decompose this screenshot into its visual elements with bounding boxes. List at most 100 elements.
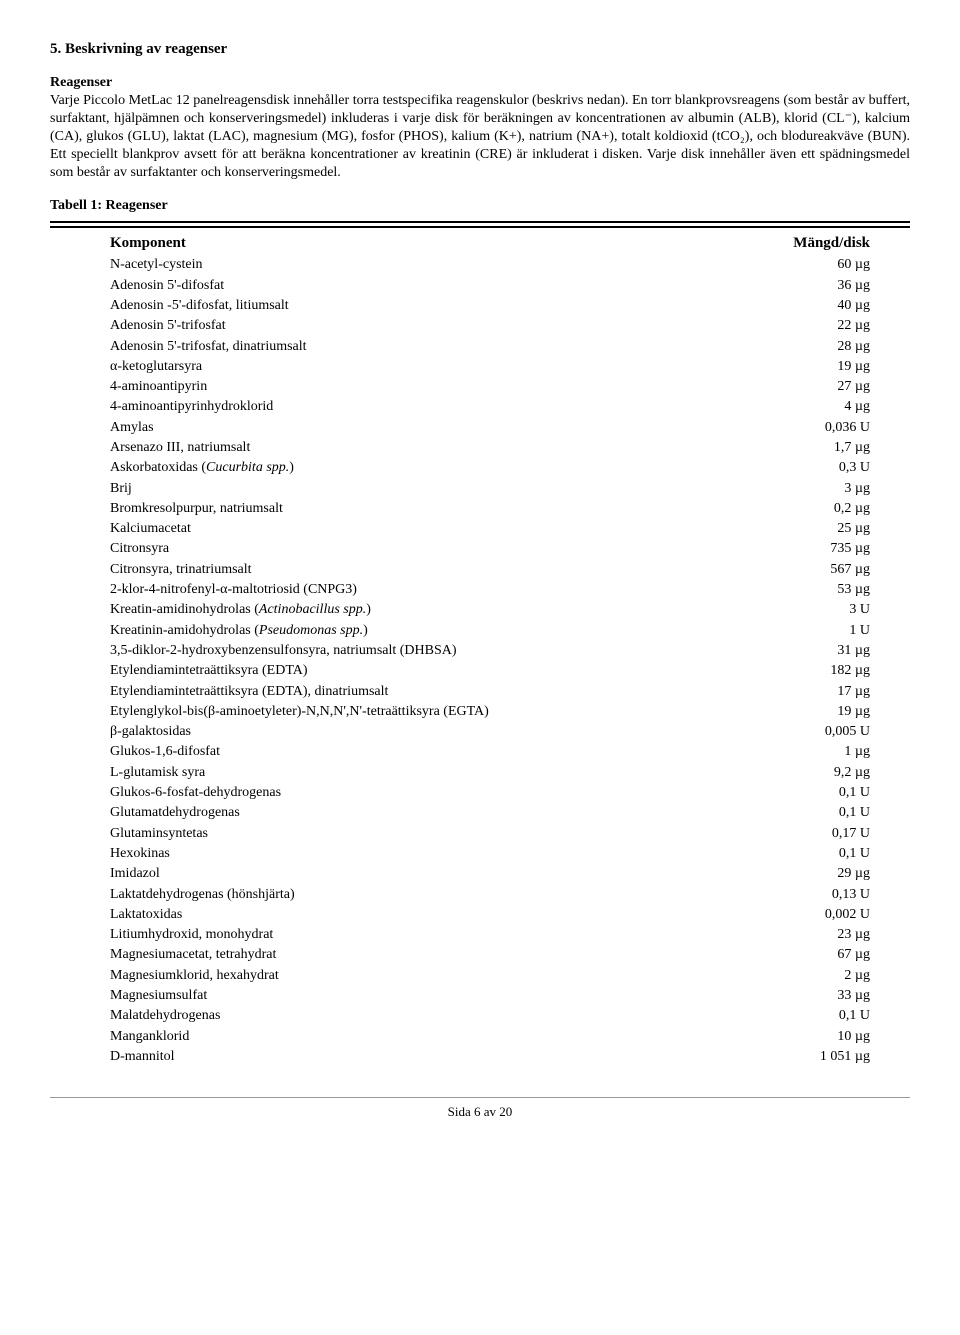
amount-cell: 28 µg	[760, 337, 870, 357]
component-cell: 4-aminoantipyrin	[110, 377, 760, 397]
amount-cell: 22 µg	[760, 316, 870, 336]
header-amount: Mängd/disk	[760, 234, 870, 254]
amount-cell: 1,7 µg	[760, 438, 870, 458]
amount-cell: 29 µg	[760, 864, 870, 884]
amount-cell: 0,1 U	[760, 1006, 870, 1026]
section-heading: 5. Beskrivning av reagenser	[50, 40, 910, 60]
amount-cell: 182 µg	[760, 661, 870, 681]
amount-cell: 0,005 U	[760, 722, 870, 742]
component-cell: Etylendiamintetraättiksyra (EDTA), dinat…	[110, 682, 760, 702]
amount-cell: 2 µg	[760, 966, 870, 986]
component-cell: N-acetyl-cystein	[110, 255, 760, 275]
amount-cell: 19 µg	[760, 702, 870, 722]
intro-text: Varje Piccolo MetLac 12 panelreagensdisk…	[50, 93, 910, 181]
table-row: Etylendiamintetraättiksyra (EDTA), dinat…	[110, 682, 870, 702]
amount-cell: 53 µg	[760, 580, 870, 600]
table-row: Etylenglykol-bis(β-aminoetyleter)-N,N,N'…	[110, 702, 870, 722]
component-cell: Brij	[110, 479, 760, 499]
amount-cell: 735 µg	[760, 539, 870, 559]
amount-cell: 1 051 µg	[760, 1047, 870, 1067]
table-row: Malatdehydrogenas0,1 U	[110, 1006, 870, 1026]
amount-cell: 3 U	[760, 600, 870, 620]
component-cell: D-mannitol	[110, 1047, 760, 1067]
amount-cell: 0,3 U	[760, 458, 870, 478]
table-row: L-glutamisk syra9,2 µg	[110, 763, 870, 783]
table-divider	[50, 221, 910, 228]
table-row: Askorbatoxidas (Cucurbita spp.)0,3 U	[110, 458, 870, 478]
table-row: Hexokinas0,1 U	[110, 844, 870, 864]
component-cell: β-galaktosidas	[110, 722, 760, 742]
component-cell: Etylendiamintetraättiksyra (EDTA)	[110, 661, 760, 681]
italic-species: Actinobacillus spp.	[259, 602, 366, 617]
amount-cell: 0,036 U	[760, 418, 870, 438]
table-row: Glutamatdehydrogenas0,1 U	[110, 803, 870, 823]
component-cell: Glutaminsyntetas	[110, 824, 760, 844]
component-cell: L-glutamisk syra	[110, 763, 760, 783]
component-cell: Glutamatdehydrogenas	[110, 803, 760, 823]
table-row: Kreatin-amidinohydrolas (Actinobacillus …	[110, 600, 870, 620]
table-row: 2-klor-4-nitrofenyl-α-maltotriosid (CNPG…	[110, 580, 870, 600]
table-row: Bromkresolpurpur, natriumsalt0,2 µg	[110, 499, 870, 519]
table-row: Brij3 µg	[110, 479, 870, 499]
amount-cell: 0,17 U	[760, 824, 870, 844]
component-cell: Magnesiumacetat, tetrahydrat	[110, 945, 760, 965]
amount-cell: 1 µg	[760, 742, 870, 762]
table-row: α-ketoglutarsyra19 µg	[110, 357, 870, 377]
table-row: Glukos-1,6-difosfat1 µg	[110, 742, 870, 762]
table-row: Adenosin -5'-difosfat, litiumsalt40 µg	[110, 296, 870, 316]
table-row: Arsenazo III, natriumsalt1,7 µg	[110, 438, 870, 458]
component-cell: 3,5-diklor-2-hydroxybenzensulfonsyra, na…	[110, 641, 760, 661]
table-row: Magnesiumacetat, tetrahydrat67 µg	[110, 945, 870, 965]
component-cell: Kalciumacetat	[110, 519, 760, 539]
component-cell: Laktatdehydrogenas (hönshjärta)	[110, 885, 760, 905]
amount-cell: 19 µg	[760, 357, 870, 377]
table-row: Citronsyra, trinatriumsalt567 µg	[110, 560, 870, 580]
component-cell: Malatdehydrogenas	[110, 1006, 760, 1026]
table-title: Tabell 1: Reagenser	[50, 197, 910, 215]
amount-cell: 40 µg	[760, 296, 870, 316]
table-row: D-mannitol1 051 µg	[110, 1047, 870, 1067]
table-row: Adenosin 5'-difosfat36 µg	[110, 276, 870, 296]
component-cell: Adenosin 5'-difosfat	[110, 276, 760, 296]
component-cell: Hexokinas	[110, 844, 760, 864]
component-cell: Kreatin-amidinohydrolas (Actinobacillus …	[110, 600, 760, 620]
amount-cell: 25 µg	[760, 519, 870, 539]
amount-cell: 10 µg	[760, 1027, 870, 1047]
reagenser-subheading: Reagenser	[50, 75, 112, 90]
table-row: Manganklorid10 µg	[110, 1027, 870, 1047]
italic-species: Pseudomonas spp.	[259, 623, 363, 638]
amount-cell: 0,002 U	[760, 905, 870, 925]
table-row: Kreatinin-amidohydrolas (Pseudomonas spp…	[110, 621, 870, 641]
table-row: 4-aminoantipyrinhydroklorid4 µg	[110, 397, 870, 417]
table-row: Adenosin 5'-trifosfat22 µg	[110, 316, 870, 336]
table-row: Litiumhydroxid, monohydrat23 µg	[110, 925, 870, 945]
table-row: Magnesiumsulfat33 µg	[110, 986, 870, 1006]
table-row: Etylendiamintetraättiksyra (EDTA)182 µg	[110, 661, 870, 681]
page-footer: Sida 6 av 20	[50, 1097, 910, 1121]
amount-cell: 4 µg	[760, 397, 870, 417]
table-row: Amylas0,036 U	[110, 418, 870, 438]
table-row: Glutaminsyntetas0,17 U	[110, 824, 870, 844]
component-cell: Adenosin 5'-trifosfat, dinatriumsalt	[110, 337, 760, 357]
table-row: Laktatoxidas0,002 U	[110, 905, 870, 925]
component-cell: Bromkresolpurpur, natriumsalt	[110, 499, 760, 519]
component-cell: Magnesiumsulfat	[110, 986, 760, 1006]
component-cell: Etylenglykol-bis(β-aminoetyleter)-N,N,N'…	[110, 702, 760, 722]
component-cell: Citronsyra	[110, 539, 760, 559]
amount-cell: 3 µg	[760, 479, 870, 499]
table-row: Magnesiumklorid, hexahydrat2 µg	[110, 966, 870, 986]
amount-cell: 0,1 U	[760, 844, 870, 864]
amount-cell: 67 µg	[760, 945, 870, 965]
component-cell: α-ketoglutarsyra	[110, 357, 760, 377]
header-component: Komponent	[110, 234, 760, 254]
amount-cell: 0,1 U	[760, 803, 870, 823]
component-cell: Manganklorid	[110, 1027, 760, 1047]
intro-paragraph: Reagenser Varje Piccolo MetLac 12 panelr…	[50, 74, 910, 183]
component-cell: Citronsyra, trinatriumsalt	[110, 560, 760, 580]
component-cell: Glukos-6-fosfat-dehydrogenas	[110, 783, 760, 803]
table-row: N-acetyl-cystein60 µg	[110, 255, 870, 275]
amount-cell: 17 µg	[760, 682, 870, 702]
reagent-table: Komponent Mängd/disk N-acetyl-cystein60 …	[110, 234, 870, 1067]
component-cell: 4-aminoantipyrinhydroklorid	[110, 397, 760, 417]
amount-cell: 0,1 U	[760, 783, 870, 803]
